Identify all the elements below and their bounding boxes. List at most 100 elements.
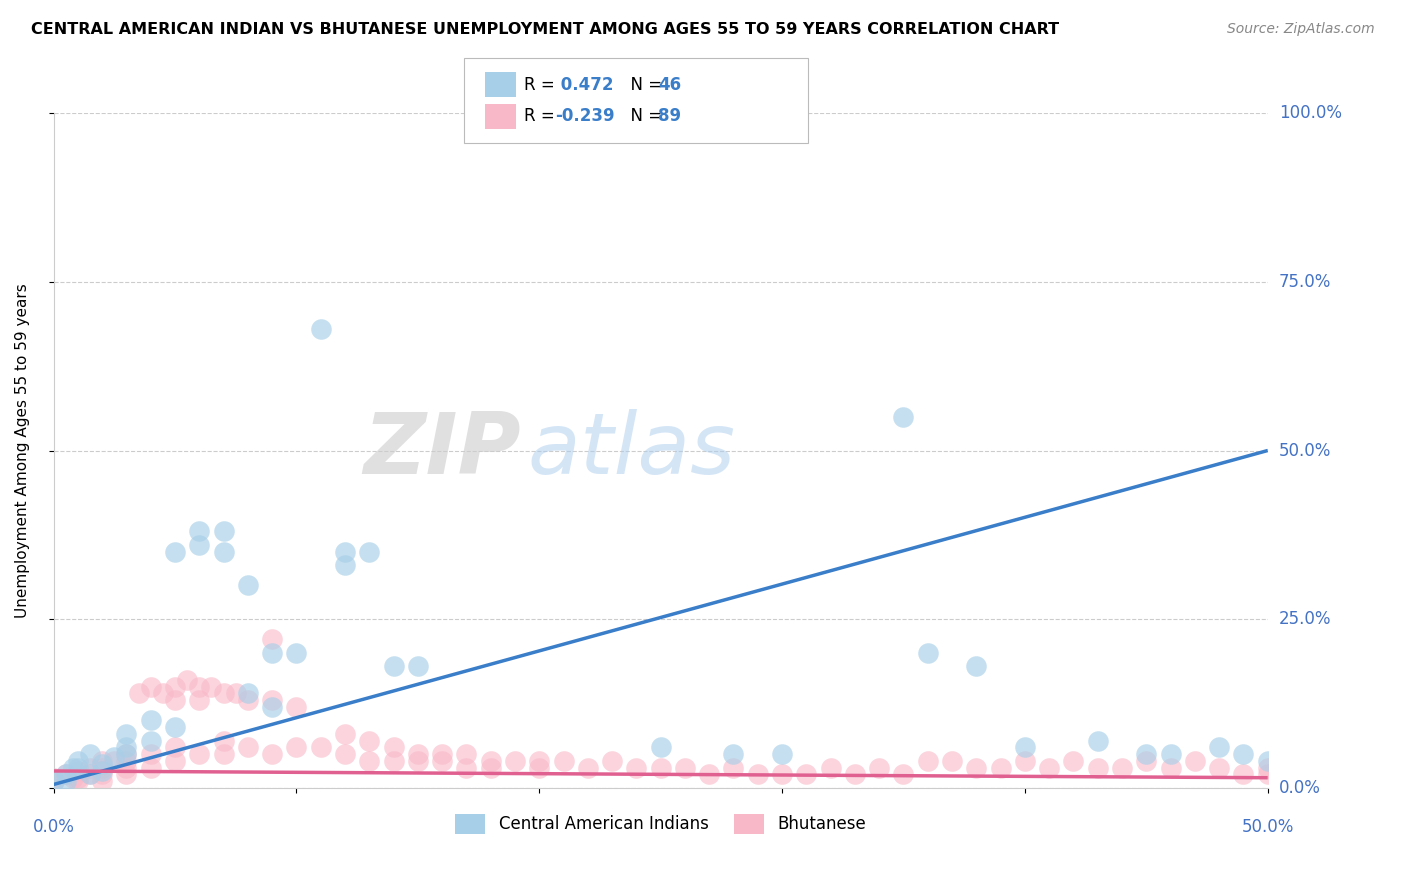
- Point: [1111, 761, 1133, 775]
- Point: [188, 747, 211, 761]
- Point: [333, 558, 356, 573]
- Text: 89: 89: [658, 107, 681, 125]
- Point: [770, 767, 793, 781]
- Point: [42, 771, 65, 785]
- Point: [456, 761, 478, 775]
- Point: [188, 693, 211, 707]
- Text: -0.239: -0.239: [555, 107, 614, 125]
- Point: [1038, 761, 1060, 775]
- Point: [262, 646, 284, 660]
- Point: [1062, 754, 1084, 768]
- Text: 0.0%: 0.0%: [32, 818, 75, 837]
- Text: 75.0%: 75.0%: [1279, 273, 1331, 291]
- Point: [115, 767, 138, 781]
- Text: 46: 46: [658, 76, 681, 94]
- Point: [212, 524, 235, 539]
- Point: [79, 761, 101, 775]
- Point: [941, 754, 963, 768]
- Point: [285, 740, 308, 755]
- Text: N =: N =: [620, 76, 668, 94]
- Text: 50.0%: 50.0%: [1279, 442, 1331, 459]
- Point: [1184, 754, 1206, 768]
- Point: [91, 774, 114, 789]
- Point: [163, 720, 186, 734]
- Point: [262, 747, 284, 761]
- Point: [163, 680, 186, 694]
- Point: [139, 680, 162, 694]
- Point: [91, 754, 114, 768]
- Point: [917, 754, 939, 768]
- Point: [382, 659, 405, 673]
- Point: [176, 673, 198, 687]
- Point: [844, 767, 866, 781]
- Point: [1135, 754, 1157, 768]
- Point: [163, 740, 186, 755]
- Point: [1232, 747, 1254, 761]
- Text: ZIP: ZIP: [363, 409, 522, 492]
- Point: [529, 754, 551, 768]
- Point: [200, 680, 222, 694]
- Point: [1257, 767, 1279, 781]
- Point: [673, 761, 696, 775]
- Point: [285, 699, 308, 714]
- Text: 100.0%: 100.0%: [1279, 104, 1341, 122]
- Point: [79, 767, 101, 781]
- Point: [333, 727, 356, 741]
- Point: [529, 761, 551, 775]
- Point: [479, 754, 502, 768]
- Point: [139, 733, 162, 747]
- Point: [576, 761, 599, 775]
- Point: [139, 714, 162, 728]
- Point: [1135, 747, 1157, 761]
- Point: [188, 538, 211, 552]
- Point: [479, 761, 502, 775]
- Point: [965, 761, 987, 775]
- Point: [139, 761, 162, 775]
- Point: [66, 761, 89, 775]
- Point: [1232, 767, 1254, 781]
- Point: [66, 764, 89, 778]
- Text: 0.472: 0.472: [555, 76, 614, 94]
- Point: [55, 767, 77, 781]
- Point: [262, 693, 284, 707]
- Point: [1160, 761, 1182, 775]
- Point: [91, 767, 114, 781]
- Point: [285, 646, 308, 660]
- Point: [236, 686, 259, 700]
- Point: [103, 754, 125, 768]
- Point: [66, 771, 89, 785]
- Point: [626, 761, 648, 775]
- Point: [1087, 733, 1109, 747]
- Point: [1014, 740, 1036, 755]
- Point: [965, 659, 987, 673]
- Point: [893, 767, 915, 781]
- Point: [212, 747, 235, 761]
- Point: [359, 754, 381, 768]
- Point: [1208, 740, 1230, 755]
- Point: [163, 545, 186, 559]
- Point: [382, 754, 405, 768]
- Point: [1257, 761, 1279, 775]
- Point: [1208, 761, 1230, 775]
- Text: atlas: atlas: [527, 409, 735, 492]
- Point: [262, 632, 284, 647]
- Point: [600, 754, 623, 768]
- Point: [115, 761, 138, 775]
- Point: [406, 659, 429, 673]
- Point: [139, 747, 162, 761]
- Point: [115, 727, 138, 741]
- Point: [91, 757, 114, 772]
- Point: [115, 747, 138, 761]
- Text: CENTRAL AMERICAN INDIAN VS BHUTANESE UNEMPLOYMENT AMONG AGES 55 TO 59 YEARS CORR: CENTRAL AMERICAN INDIAN VS BHUTANESE UNE…: [31, 22, 1059, 37]
- Point: [212, 733, 235, 747]
- Text: 0.0%: 0.0%: [1279, 779, 1320, 797]
- Point: [42, 774, 65, 789]
- Point: [990, 761, 1012, 775]
- Point: [333, 747, 356, 761]
- Point: [262, 699, 284, 714]
- Text: R =: R =: [524, 107, 561, 125]
- Point: [103, 750, 125, 764]
- Point: [1087, 761, 1109, 775]
- Point: [770, 747, 793, 761]
- Point: [236, 578, 259, 592]
